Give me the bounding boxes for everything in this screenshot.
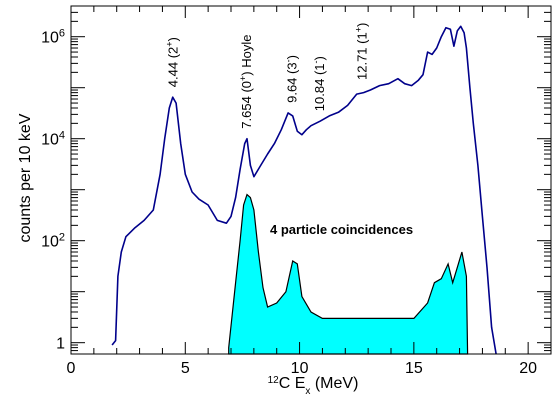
y-tick-label: 106	[41, 28, 65, 47]
x-tick-label: 20	[519, 360, 537, 377]
y-tick-base: 10	[41, 234, 59, 251]
y-tick-exponent: 6	[59, 28, 65, 40]
y-tick-label: 104	[41, 130, 65, 149]
y-tick-exponent: 2	[59, 232, 65, 244]
singles-spectrum-line	[111, 25, 497, 355]
x-axis-label: 12C Ex (MeV)	[268, 375, 359, 397]
x-tick-label: 0	[67, 360, 76, 377]
x-label-mass-number: 12	[268, 375, 280, 386]
state-annotation: 9.64 (3-)	[283, 55, 299, 103]
plot-frame	[70, 5, 552, 355]
y-tick-base: 10	[41, 30, 59, 47]
y-tick-base: 1	[56, 336, 65, 353]
coincidence-spectrum-fill	[228, 193, 469, 355]
state-parity-sup: -	[311, 60, 321, 63]
x-tick-label: 10	[291, 360, 309, 377]
state-suffix-text: )	[312, 56, 327, 60]
state-annotation: 10.84 (1-)	[311, 56, 327, 111]
state-energy-text: 9.64 (3	[284, 62, 299, 102]
state-parity-sup: -	[283, 59, 293, 62]
coincidence-label: 4 particle coincidences	[270, 222, 413, 237]
x-label-unit: (MeV)	[310, 375, 358, 392]
state-energy-text: 10.84 (1	[312, 63, 327, 111]
y-axis-label: counts per 10 keV	[17, 113, 34, 242]
x-label-main: C E	[279, 375, 306, 392]
state-annotation: 4.44 (2+)	[165, 37, 181, 87]
state-suffix-text: )	[284, 55, 299, 59]
x-tick-label: 5	[181, 360, 190, 377]
y-tick-base: 10	[41, 132, 59, 149]
series-layer	[111, 25, 497, 355]
y-tick-exponent: 4	[59, 130, 65, 142]
state-energy-text: 12.71 (1	[355, 32, 370, 80]
state-parity-sup: +	[165, 41, 175, 46]
state-suffix-text: ) Hoyle	[239, 35, 254, 76]
state-parity-sup: +	[238, 76, 248, 81]
state-suffix-text: )	[355, 23, 370, 27]
state-energy-text: 7.654 (0	[239, 81, 254, 129]
y-tick-label: 1	[56, 336, 65, 353]
state-annotation: 12.71 (1+)	[354, 23, 370, 80]
state-annotation: 7.654 (0+) Hoyle	[238, 35, 254, 129]
x-label-subscript: x	[305, 386, 310, 397]
x-tick-label: 15	[405, 360, 423, 377]
state-suffix-text: )	[166, 37, 181, 41]
state-energy-text: 4.44 (2	[166, 47, 181, 87]
state-parity-sup: +	[354, 27, 364, 32]
y-tick-label: 102	[41, 232, 65, 251]
